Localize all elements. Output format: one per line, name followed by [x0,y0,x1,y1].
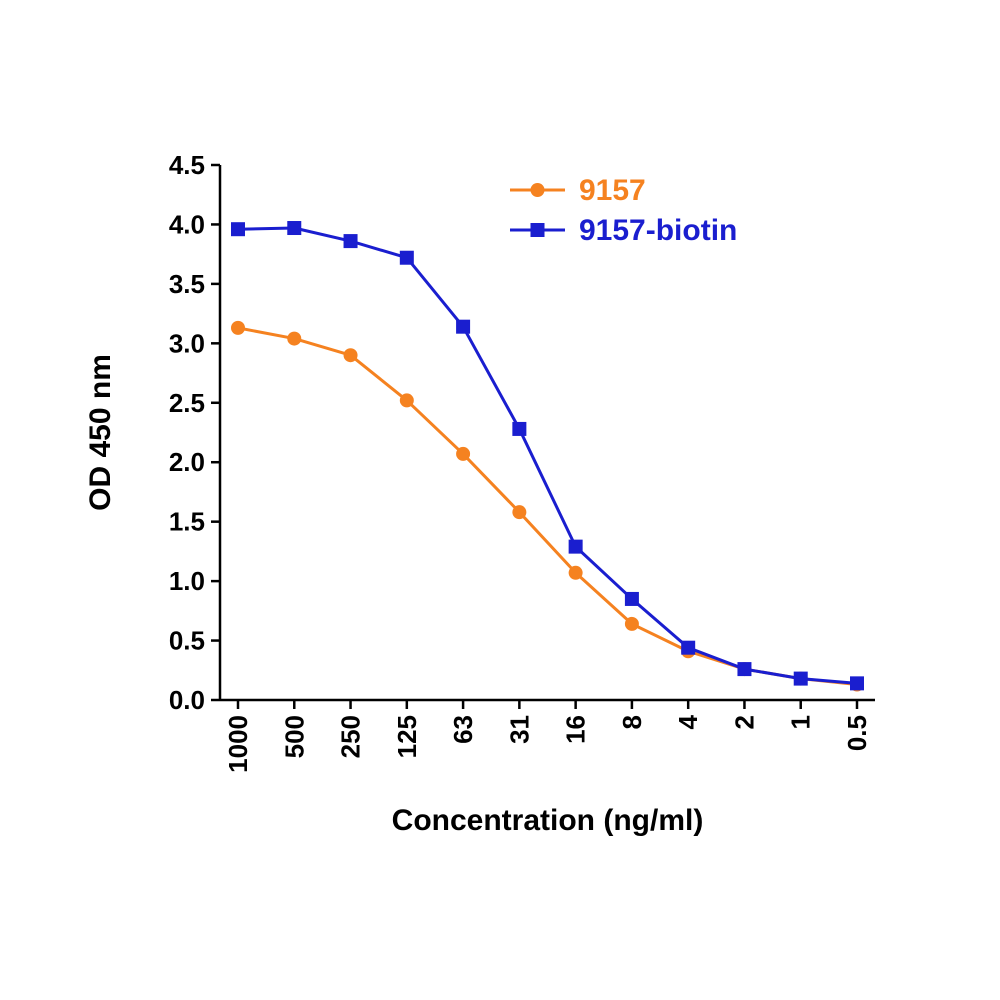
series-marker [512,505,526,519]
legend-marker [531,183,545,197]
series-marker [794,672,808,686]
series-marker [231,222,245,236]
series-marker [287,332,301,346]
y-tick-label: 4.0 [169,209,205,239]
legend-label: 9157 [579,174,646,207]
y-tick-label: 0.0 [169,685,205,715]
y-tick-label: 2.0 [169,447,205,477]
series-marker [456,447,470,461]
series-marker [625,592,639,606]
series-line-1 [238,228,857,683]
x-tick-label: 8 [617,715,647,729]
x-tick-label: 250 [336,715,366,758]
series-marker [681,641,695,655]
legend-label: 9157-biotin [579,214,737,247]
x-tick-label: 31 [504,715,534,744]
x-tick-label: 1 [786,715,816,729]
y-tick-label: 1.0 [169,566,205,596]
series-marker [456,320,470,334]
series-line-0 [238,328,857,685]
series-marker [344,234,358,248]
series-marker [287,221,301,235]
series-marker [231,321,245,335]
x-tick-label: 2 [729,715,759,729]
y-tick-label: 0.5 [169,626,205,656]
legend-marker [531,223,545,237]
series-marker [737,662,751,676]
y-tick-label: 2.5 [169,388,205,418]
chart-container: 0.0 0.5 1.0 1.5 2.0 2.5 3.0 3.5 4.0 4.5 OD 450 nm 1… [0,0,1000,1000]
y-tick-label: 1.5 [169,507,205,537]
series-marker [569,540,583,554]
series-marker [344,348,358,362]
series-marker [850,676,864,690]
x-tick-label: 16 [561,715,591,744]
x-axis-title: Concentration (ng/ml) [392,804,704,837]
x-tick-label: 0.5 [842,715,872,751]
series-marker [569,566,583,580]
y-axis-title: OD 450 nm [84,354,117,511]
x-tick-label: 1000 [223,715,253,773]
series-marker [512,422,526,436]
y-tick-label: 3.5 [169,269,205,299]
x-tick-label: 500 [279,715,309,758]
series-marker [625,617,639,631]
chart-svg: 0.0 0.5 1.0 1.5 2.0 2.5 3.0 3.5 4.0 4.5 OD 450 nm 1… [0,0,1000,1000]
series-marker [400,393,414,407]
y-tick-label: 4.5 [169,150,205,180]
series-marker [400,251,414,265]
x-tick-label: 4 [673,714,703,729]
x-tick-label: 125 [392,715,422,758]
x-tick-label: 63 [448,715,478,744]
y-tick-label: 3.0 [169,328,205,358]
